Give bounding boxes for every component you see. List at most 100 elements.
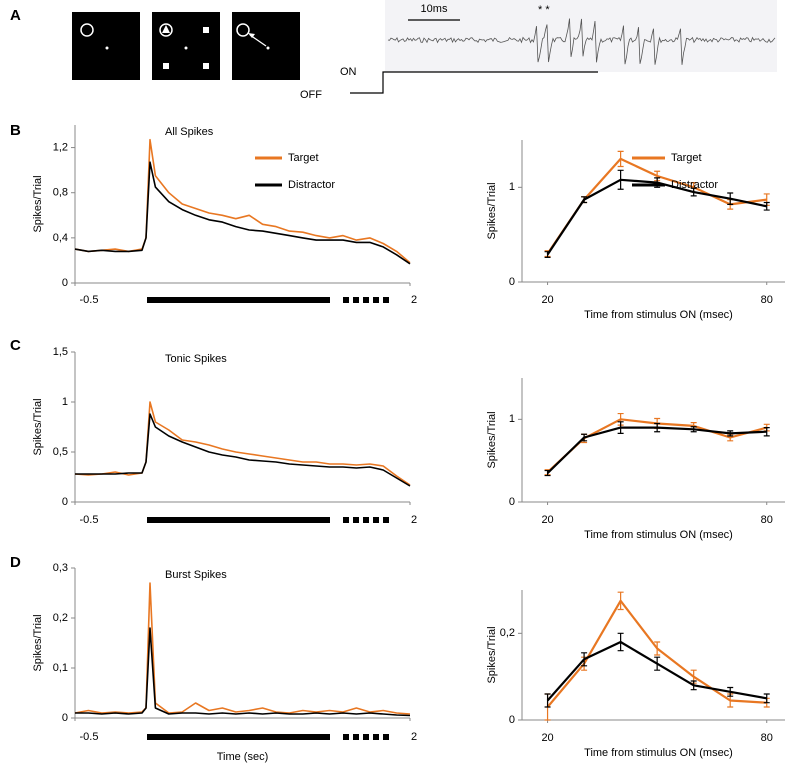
y-tick-label: 0,4: [53, 232, 68, 244]
error-bar: [654, 422, 661, 433]
y-axis-label: Spikes/Trial: [486, 182, 498, 239]
stimulus-bar: [147, 734, 330, 740]
on-label: ON: [340, 66, 357, 78]
error-bar: [690, 426, 697, 433]
x-tick-label: 2: [411, 294, 417, 306]
error-bar: [690, 680, 697, 691]
panel-label: B: [10, 122, 21, 139]
error-bar: [617, 421, 624, 434]
stimulus-dash: [373, 297, 379, 303]
y-tick-label: 1: [62, 396, 68, 408]
spike-trace: [387, 18, 776, 65]
error-bar: [727, 430, 734, 437]
axes: [521, 140, 785, 283]
error-bar: [617, 591, 624, 611]
spike-marker: * *: [538, 4, 550, 16]
stimulus-dash: [383, 297, 389, 303]
legend-label: Target: [288, 152, 319, 164]
y-tick-label: 0: [509, 496, 515, 508]
error-bar: [763, 201, 770, 211]
y-tick-label: 1: [509, 181, 515, 193]
x-axis-label: Time from stimulus ON (msec): [584, 309, 733, 321]
y-tick-label: 0: [62, 277, 68, 289]
x-tick-label: 2: [411, 731, 417, 743]
stimulus-dash: [363, 297, 369, 303]
error-bar: [617, 169, 624, 190]
error-bar: [763, 693, 770, 704]
y-tick-label: 0,8: [53, 187, 68, 199]
error-bar: [581, 196, 588, 204]
stimulus-dash: [343, 734, 349, 740]
error-bar: [763, 427, 770, 437]
y-tick-label: 1,2: [53, 141, 68, 153]
error-bar: [654, 656, 661, 671]
legend-label: Distractor: [288, 179, 335, 191]
series-line: [546, 426, 767, 474]
series-line: [74, 161, 411, 265]
y-axis-label: Spikes/Trial: [486, 626, 498, 683]
error-bar: [690, 187, 697, 197]
stimulus-dash: [363, 517, 369, 523]
error-bar: [581, 652, 588, 667]
error-bar: [544, 469, 551, 477]
stimulus-dash: [343, 517, 349, 523]
series-line: [75, 627, 411, 717]
stimulus-dash: [353, 517, 359, 523]
stimulus-step: [350, 71, 598, 94]
x-tick-label: -0.5: [80, 514, 99, 526]
error-bar: [727, 686, 734, 697]
chart-title: Tonic Spikes: [165, 353, 227, 365]
chart-title: All Spikes: [165, 126, 214, 138]
panel-label: A: [10, 7, 21, 24]
stimulus-dash: [373, 517, 379, 523]
panel-label: C: [10, 337, 21, 354]
y-axis-label: Spikes/Trial: [32, 398, 44, 455]
trace-background: [385, 0, 777, 72]
series-line: [546, 178, 767, 256]
stimulus-dash: [353, 734, 359, 740]
error-bar: [727, 192, 734, 205]
error-bar: [617, 632, 624, 652]
x-tick-label: 80: [761, 294, 773, 306]
y-tick-label: 0: [62, 496, 68, 508]
axes: [521, 378, 785, 503]
legend-label: Distractor: [671, 179, 718, 191]
stimulus-dash: [383, 734, 389, 740]
x-tick-label: 20: [541, 294, 553, 306]
series-line: [75, 413, 411, 487]
stimulus-screens: [72, 12, 300, 80]
y-tick-label: 1,5: [53, 346, 68, 358]
y-tick-label: 0: [509, 276, 515, 288]
y-tick-label: 1: [509, 413, 515, 425]
stimulus-dash: [353, 297, 359, 303]
x-tick-label: -0.5: [80, 294, 99, 306]
series-line: [74, 582, 411, 715]
y-tick-label: 0,5: [53, 446, 68, 458]
series-line: [74, 401, 411, 486]
chart-title: Burst Spikes: [165, 569, 227, 581]
error-bar: [544, 251, 551, 258]
series-line: [74, 138, 411, 264]
x-tick-label: 2: [411, 514, 417, 526]
x-tick-label: 80: [761, 514, 773, 526]
off-label: OFF: [300, 89, 322, 101]
y-tick-label: 0,2: [500, 627, 515, 639]
y-axis-label: Spikes/Trial: [486, 411, 498, 468]
x-axis-label: Time from stimulus ON (msec): [584, 747, 733, 759]
y-tick-label: 0,1: [53, 662, 68, 674]
stimulus-dash: [383, 517, 389, 523]
axes: [74, 568, 410, 719]
stimulus-dash: [373, 734, 379, 740]
stimulus-dash: [343, 297, 349, 303]
axes: [74, 125, 410, 284]
x-tick-label: 20: [541, 514, 553, 526]
error-bar: [654, 641, 661, 656]
x-axis-label: Time from stimulus ON (msec): [584, 529, 733, 541]
y-axis-label: Spikes/Trial: [32, 175, 44, 232]
panel-label: D: [10, 554, 21, 571]
stimulus-bar: [147, 297, 330, 303]
scale-label: 10ms: [421, 3, 448, 15]
y-tick-label: 0,3: [53, 562, 68, 574]
axes: [74, 352, 410, 503]
